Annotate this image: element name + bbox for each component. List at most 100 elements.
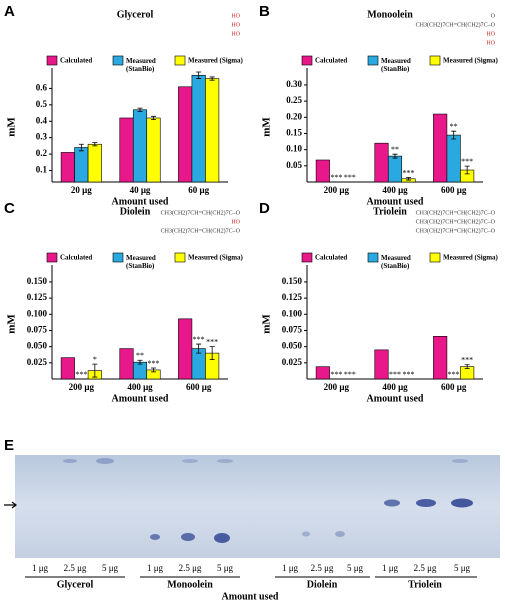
error-bar: [137, 107, 143, 112]
error-bar: [196, 71, 202, 79]
x-tick-label: 60 μg: [188, 185, 209, 195]
panel-letter: E: [4, 437, 14, 454]
legend-swatch: [112, 252, 124, 263]
bar: [119, 348, 134, 380]
x-tick-label: 400 μg: [382, 382, 408, 392]
lane-label: 2.5 μg: [179, 563, 202, 573]
error-bar: [137, 359, 143, 365]
lane-label: 5 μg: [217, 563, 234, 573]
structure-label: CH3(CH2)7CH=CH(CH2)7C–O: [416, 218, 496, 225]
y-tick-label: 0.20: [286, 111, 302, 121]
error-bar: [464, 364, 470, 370]
legend-swatch: [301, 252, 313, 263]
bar: [374, 142, 389, 183]
significance-label: ***: [75, 370, 87, 379]
x-axis-label: Amount used: [367, 393, 424, 404]
legend-label: Measured (Sigma): [188, 57, 244, 65]
y-tick-label: 0.100: [27, 308, 48, 318]
tlc-lanes: 1 μg 2.5 μg 5 μg Glycerol 1 μg 2.5 μg 5 μg Mono…: [25, 563, 477, 590]
bar: [315, 159, 330, 183]
bar: [205, 78, 220, 183]
panel-letter: A: [4, 3, 15, 20]
y-tick-label: 0.10: [286, 144, 302, 154]
tlc-plate: [15, 455, 500, 558]
y-tick-label: 0.6: [36, 82, 48, 92]
legend-swatch: [174, 55, 186, 66]
legend-label: Measured (Sigma): [443, 254, 499, 262]
y-tick-label: 0.05: [286, 160, 302, 170]
error-bar: [196, 343, 202, 354]
y-tick-label: 0.125: [27, 292, 48, 302]
significance-label: ***: [147, 359, 159, 368]
bar: [146, 117, 161, 183]
y-tick-label: 0.15: [286, 128, 302, 138]
error-bar: [209, 346, 215, 360]
group-label: Glycerol: [57, 579, 94, 590]
structure-label: CH3(CH2)7CH=CH(CH2)7C–O: [416, 21, 496, 28]
x-tick-label: 20 μg: [71, 185, 92, 195]
structure-label: HO: [486, 40, 495, 46]
significance-label: ***: [461, 157, 473, 166]
legend-label: Calculated: [60, 57, 92, 65]
bar: [119, 117, 134, 183]
legend-label: Measured (StanBio): [126, 254, 158, 270]
bar: [433, 113, 448, 183]
significance-label: ***: [402, 168, 414, 177]
y-tick-label: 0.1: [36, 165, 48, 175]
structure-label: CH3(CH2)7CH=CH(CH2)7C–O: [161, 227, 241, 234]
structure-label: HO: [231, 31, 240, 37]
y-tick-label: 0.150: [27, 276, 48, 286]
y-tick-label: 0.075: [282, 325, 303, 335]
panel-letter: D: [259, 200, 270, 217]
chart-title: Diolein: [120, 206, 151, 217]
lane-label: 1 μg: [32, 563, 49, 573]
bar: [132, 361, 148, 380]
error-bar: [92, 142, 98, 147]
x-axis-label: Amount used: [112, 393, 169, 404]
structure-label: CH3(CH2)7CH=CH(CH2)7C–O: [161, 209, 241, 216]
legend-swatch: [429, 252, 441, 263]
legend-swatch: [301, 55, 313, 66]
panel-letter: C: [4, 200, 15, 217]
lane-label: 1 μg: [282, 563, 299, 573]
structure-label: O: [491, 13, 496, 19]
legend-swatch: [46, 252, 58, 263]
group-label: Monoolein: [167, 579, 213, 590]
x-tick-label: 400 μg: [382, 185, 408, 195]
lane-label: 5 μg: [102, 563, 119, 573]
chart-title: Triolein: [373, 206, 407, 217]
error-bar: [209, 76, 215, 81]
panel-letter: B: [259, 3, 270, 20]
bar: [315, 366, 330, 380]
bar: [433, 335, 448, 380]
significance-label: ***: [206, 337, 218, 346]
significance-label: ***: [193, 335, 205, 344]
legend-swatch: [367, 55, 379, 66]
significance-label: **: [136, 351, 144, 360]
significance-label: **: [450, 122, 458, 131]
structure-label: HO: [486, 31, 495, 37]
error-bar: [150, 115, 156, 121]
structure-label: HO: [231, 219, 240, 225]
y-tick-label: 0.100: [282, 308, 303, 318]
structure-label: CH3(CH2)7CH=CH(CH2)7C–O: [416, 227, 496, 234]
tlc-spots: [63, 458, 473, 543]
bar: [74, 147, 89, 183]
lane-label: 1 μg: [147, 563, 164, 573]
significance-label: ***: [461, 356, 473, 365]
x-tick-label: 600 μg: [441, 185, 467, 195]
legend-swatch: [367, 252, 379, 263]
y-tick-label: 0.050: [27, 341, 48, 351]
lane-label: 2.5 μg: [311, 563, 334, 573]
significance-label: ***: [330, 173, 342, 182]
y-tick-label: 0.075: [27, 325, 48, 335]
bar: [387, 155, 403, 183]
y-tick-label: 0.2: [36, 148, 48, 158]
lane-label: 1 μg: [382, 563, 399, 573]
lane-label: 5 μg: [454, 563, 471, 573]
bar: [178, 318, 193, 380]
bar: [446, 134, 461, 183]
error-bar: [451, 130, 457, 140]
bar: [178, 86, 193, 183]
